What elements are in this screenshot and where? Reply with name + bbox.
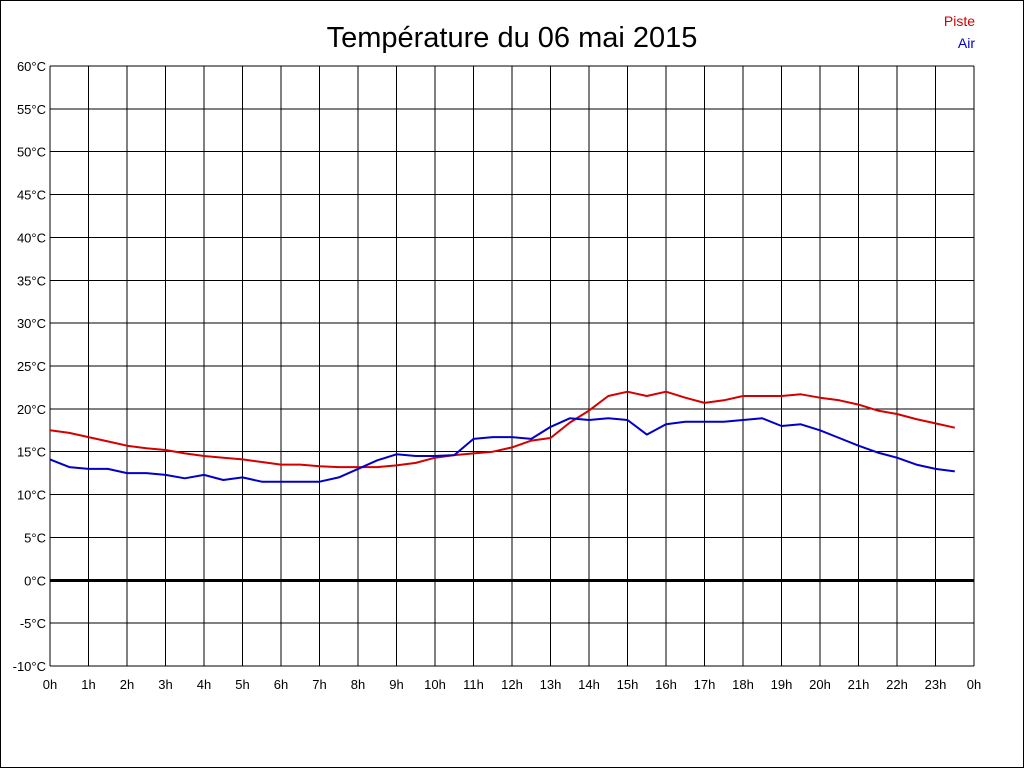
- x-axis-tick-labels: 0h 1h 2h 3h 4h 5h 6h 7h 8h 9h 10h 11h 12h 13h 14h 15h 16…: [43, 677, 981, 692]
- x-tick-label: 6h: [274, 677, 288, 692]
- y-tick-label: 25°C: [17, 359, 46, 374]
- y-tick-label: -10°C: [13, 659, 46, 674]
- x-tick-label: 5h: [235, 677, 249, 692]
- plot-series: [49, 390, 956, 483]
- x-tick-label: 10h: [424, 677, 446, 692]
- legend: Piste Air: [944, 13, 975, 51]
- y-axis-tick-labels: 60°C 55°C 50°C 45°C 40°C 35°C 30°C 25°C 20°C 15°C…: [13, 59, 46, 674]
- x-tick-label: 19h: [771, 677, 793, 692]
- y-tick-label: 10°C: [17, 488, 46, 503]
- x-tick-label: 14h: [578, 677, 600, 692]
- y-tick-label: 40°C: [17, 230, 46, 245]
- x-tick-label: 2h: [120, 677, 134, 692]
- y-tick-label: 60°C: [17, 59, 46, 74]
- x-tick-label: 22h: [886, 677, 908, 692]
- x-tick-label: 13h: [540, 677, 562, 692]
- legend-entry-air: Air: [958, 35, 975, 51]
- x-tick-label: 11h: [463, 677, 484, 692]
- x-tick-label: 12h: [501, 677, 523, 692]
- x-tick-label: 0h: [43, 677, 57, 692]
- y-tick-label: 0°C: [24, 573, 46, 588]
- x-tick-label: 0h: [967, 677, 981, 692]
- y-tick-label: 5°C: [24, 530, 46, 545]
- y-tick-label: 35°C: [17, 273, 46, 288]
- x-tick-label: 8h: [351, 677, 365, 692]
- x-tick-label: 20h: [809, 677, 831, 692]
- x-tick-label: 1h: [81, 677, 95, 692]
- series-line-piste: [49, 390, 956, 469]
- x-tick-label: 15h: [617, 677, 639, 692]
- series-line-air: [49, 417, 955, 483]
- x-tick-label: 9h: [389, 677, 403, 692]
- x-tick-label: 4h: [197, 677, 211, 692]
- x-tick-label: 23h: [925, 677, 947, 692]
- x-tick-label: 3h: [158, 677, 172, 692]
- y-tick-label: 20°C: [17, 402, 46, 417]
- y-tick-label: 30°C: [17, 316, 46, 331]
- grid: [49, 65, 975, 667]
- x-tick-label: 21h: [848, 677, 870, 692]
- y-tick-label: 50°C: [17, 145, 46, 160]
- chart-title: Température du 06 mai 2015: [327, 22, 698, 54]
- x-tick-label: 7h: [312, 677, 326, 692]
- y-tick-label: 45°C: [17, 188, 46, 203]
- x-tick-label: 18h: [732, 677, 754, 692]
- y-tick-label: 15°C: [17, 445, 46, 460]
- y-tick-label: -5°C: [20, 616, 46, 631]
- y-tick-label: 55°C: [17, 102, 46, 117]
- legend-entry-piste: Piste: [944, 13, 975, 29]
- x-tick-label: 16h: [655, 677, 677, 692]
- x-tick-label: 17h: [694, 677, 716, 692]
